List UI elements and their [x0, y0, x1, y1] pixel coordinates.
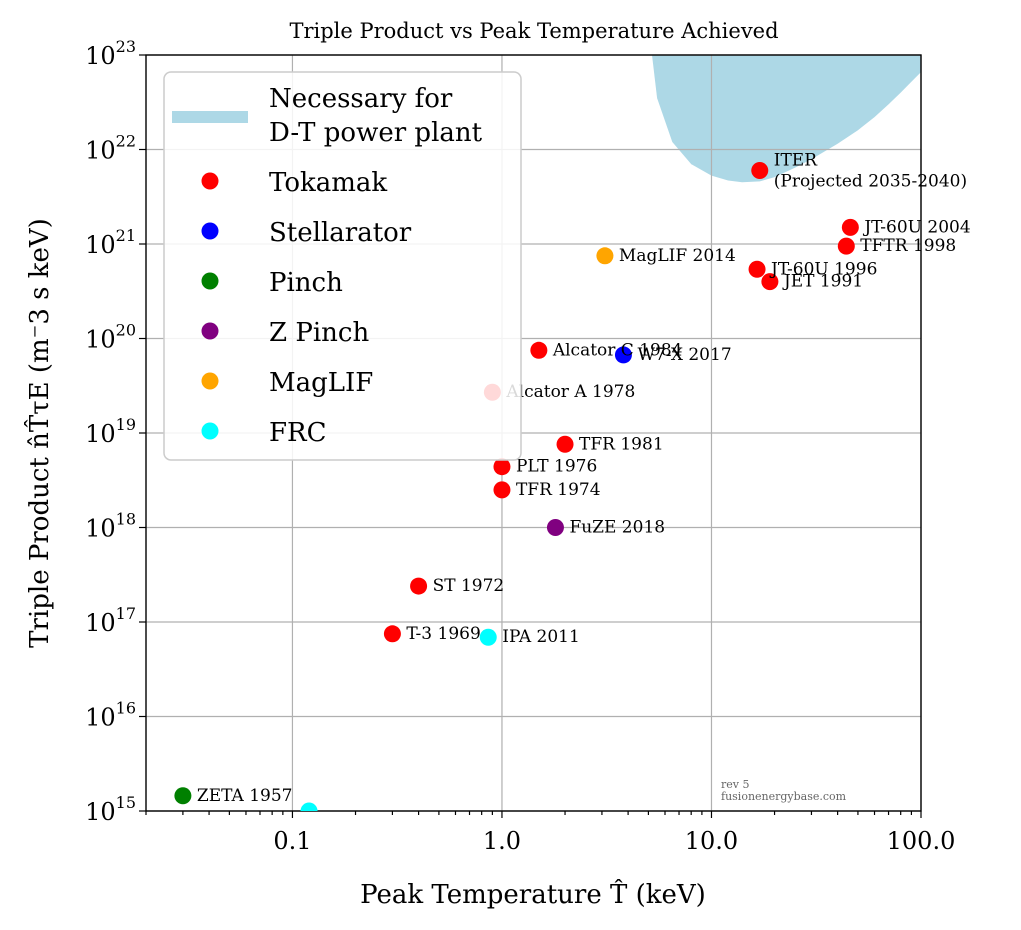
point-jt-60u-1996: [748, 260, 766, 278]
point-label-st-1972: ST 1972: [433, 576, 505, 596]
y-tick-label: 1016: [85, 699, 136, 732]
y-axis-label: Triple Product n̂T̂τE (m⁻3 s keV): [24, 218, 55, 648]
x-axis-label: Peak Temperature T̂ (keV): [360, 879, 706, 910]
y-tick-label: 1015: [85, 793, 136, 826]
credit-line: fusionenergybase.com: [721, 790, 847, 803]
point-zeta-1957: [174, 787, 192, 805]
tick-layer: [139, 54, 922, 818]
point-w7-x-2017: [614, 346, 632, 364]
legend-marker: [201, 322, 219, 340]
point-label-tfr-1974: TFR 1974: [516, 480, 601, 500]
point-label-ipa-2011: IPA 2011: [502, 627, 580, 647]
point-jt-60u-2004: [841, 218, 859, 236]
point-tfr-1974: [493, 481, 511, 499]
point-tftr-1998: [837, 237, 855, 255]
legend-label: Pinch: [269, 268, 343, 298]
y-tick-label: 1020: [85, 321, 136, 354]
point-label-fuze-2018: FuZE 2018: [569, 518, 665, 538]
legend-item-frc: FRC: [201, 418, 327, 448]
point-label-alcator-c-1984: Alcator C 1984: [552, 340, 683, 360]
ignition-region: [652, 55, 921, 183]
legend-item-tokamak: Tokamak: [201, 168, 387, 198]
point-label-maglif-2014: MagLIF 2014: [619, 246, 736, 266]
x-tick-label: 10.0: [685, 827, 738, 855]
y-tick-label: 1023: [85, 37, 136, 70]
point-labels-layer: ITER (Projected 2035-2040) JT-60U 2004TFTR…: [197, 150, 971, 805]
point-label-jet-1991: JET 1991: [782, 272, 863, 292]
point-tfr-1981: [556, 435, 574, 453]
point-jet-1991: [761, 273, 779, 291]
point-label-jt-60u-2004: JT-60U 2004: [862, 217, 970, 237]
legend-marker: [201, 172, 219, 190]
legend-marker: [201, 372, 219, 390]
legend-item-z-pinch: Z Pinch: [201, 318, 369, 348]
x-tick-labels: 0.1 1.0 10.0 100.0: [273, 827, 955, 855]
point-alcator-c-1984: [530, 341, 548, 359]
legend-marker: [201, 422, 219, 440]
point-label-t-3-1969: T-3 1969: [406, 624, 480, 644]
legend-label: Necessary for D-T power plant: [269, 84, 483, 148]
point-maglif-2014: [596, 247, 614, 265]
point-st-1972: [410, 577, 428, 595]
legend-item-stellarator: Stellarator: [201, 218, 412, 248]
x-tick-label: 0.1: [273, 827, 311, 855]
y-tick-label: 1022: [85, 132, 136, 165]
point-label-tftr-1998: TFTR 1998: [860, 236, 956, 256]
y-tick-label: 1021: [85, 226, 136, 259]
legend: Necessary for D-T power plant Tokamak Stell…: [163, 71, 522, 461]
legend-marker: [201, 272, 219, 290]
point-label-tfr-1981: TFR 1981: [579, 434, 664, 454]
point-frc-unlabeled: [300, 802, 318, 811]
legend-item-necessary-for: Necessary for D-T power plant: [172, 84, 483, 148]
point-label-zeta-1957: ZETA 1957: [197, 786, 293, 806]
legend-box: [163, 71, 522, 461]
point-t-3-1969: [383, 625, 401, 643]
y-tick-label: 1017: [85, 604, 136, 637]
x-tick-label: 100.0: [887, 827, 956, 855]
point-label-plt-1976: PLT 1976: [516, 457, 597, 477]
point-label-alcator-a-1978: Alcator A 1978: [505, 382, 635, 402]
point-iter: [751, 161, 769, 179]
legend-label: MagLIF: [269, 368, 373, 398]
chart-title: Triple Product vs Peak Temperature Achie…: [289, 19, 778, 43]
point-label-w7-x-2017: W7-X 2017: [637, 345, 731, 365]
point-plt-1976: [493, 458, 511, 476]
legend-label: Z Pinch: [269, 318, 369, 348]
legend-label: Stellarator: [269, 218, 412, 248]
y-tick-label: 1019: [85, 415, 136, 448]
points-layer: [174, 161, 859, 811]
y-tick-label: 1018: [85, 510, 136, 543]
legend-label: FRC: [269, 418, 327, 448]
credit-line: rev 5: [721, 778, 749, 791]
y-tick-labels: 1015 1016 1017 1018 1019 1020 1021 1022 1023: [85, 37, 136, 826]
legend-label: Tokamak: [269, 168, 387, 198]
legend-item-maglif: MagLIF: [201, 368, 373, 398]
legend-marker: [201, 222, 219, 240]
legend-item-pinch: Pinch: [201, 268, 343, 298]
point-fuze-2018: [546, 519, 564, 536]
point-label-iter: ITER (Projected 2035-2040): [774, 150, 967, 191]
x-tick-label: 1.0: [483, 827, 521, 855]
point-ipa-2011: [479, 628, 497, 646]
ignition-region-layer: [652, 55, 921, 183]
point-label-jt-60u-1996: JT-60U 1996: [769, 259, 877, 279]
